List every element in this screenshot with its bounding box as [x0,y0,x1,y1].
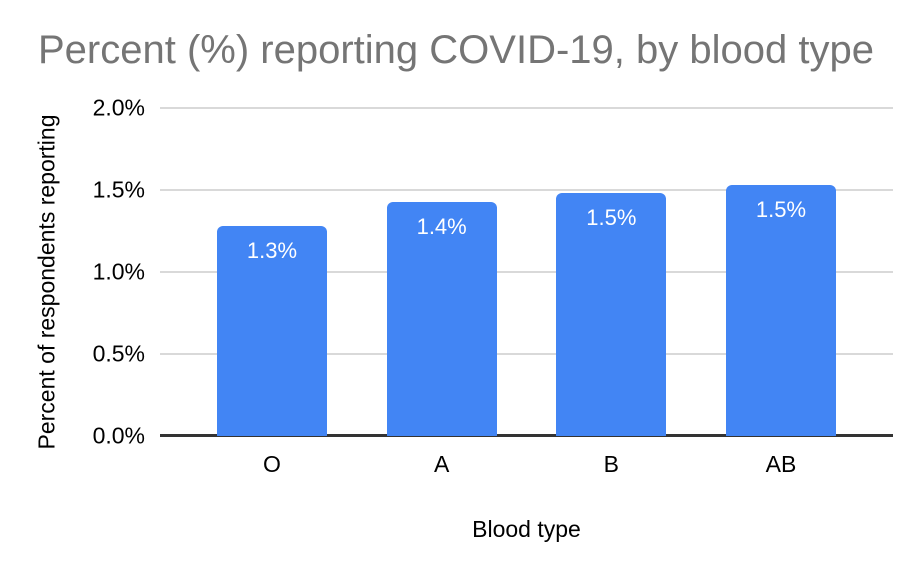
x-axis-tick-label-B: B [603,451,619,477]
gridline [160,189,893,191]
x-axis-tick-label-O: O [263,451,281,477]
gridline [160,353,893,355]
bars-group: 1.3% 1.4% 1.5% 1.5% [160,108,893,436]
y-axis-tick-label: 1.5% [92,176,145,203]
y-axis-tick-label: 0.0% [92,422,145,449]
x-axis-title: Blood type [472,516,581,542]
gridline [160,271,893,273]
bar-O[interactable]: 1.3% [217,226,327,436]
y-axis-tick-label: 1.0% [92,258,145,285]
y-axis-tick-labels: 0.0% 0.5% 1.0% 1.5% 2.0% [0,95,145,449]
bar-AB[interactable]: 1.5% [725,185,836,436]
gridline [160,107,893,109]
x-axis-tick-label-A: A [433,451,450,477]
chart-title: Percent (%) reporting COVID-19, by blood… [38,28,874,72]
bar-value-label: 1.5% [755,197,807,223]
bar-B[interactable]: 1.5% [556,193,667,436]
y-axis-tick-label: 2.0% [92,94,145,121]
bar-value-label: 1.5% [586,205,637,231]
x-axis-tick-labels: O A B AB [160,451,893,478]
bar-value-label: 1.4% [416,213,467,239]
x-axis-tick-label-AB: AB [765,451,797,477]
y-axis-tick-label: 0.5% [92,340,145,367]
bar-value-label: 1.3% [246,238,298,264]
bar-A[interactable]: 1.4% [386,201,497,436]
x-axis-line [160,434,893,437]
plot-area: 1.3% 1.4% 1.5% 1.5% [160,107,893,437]
